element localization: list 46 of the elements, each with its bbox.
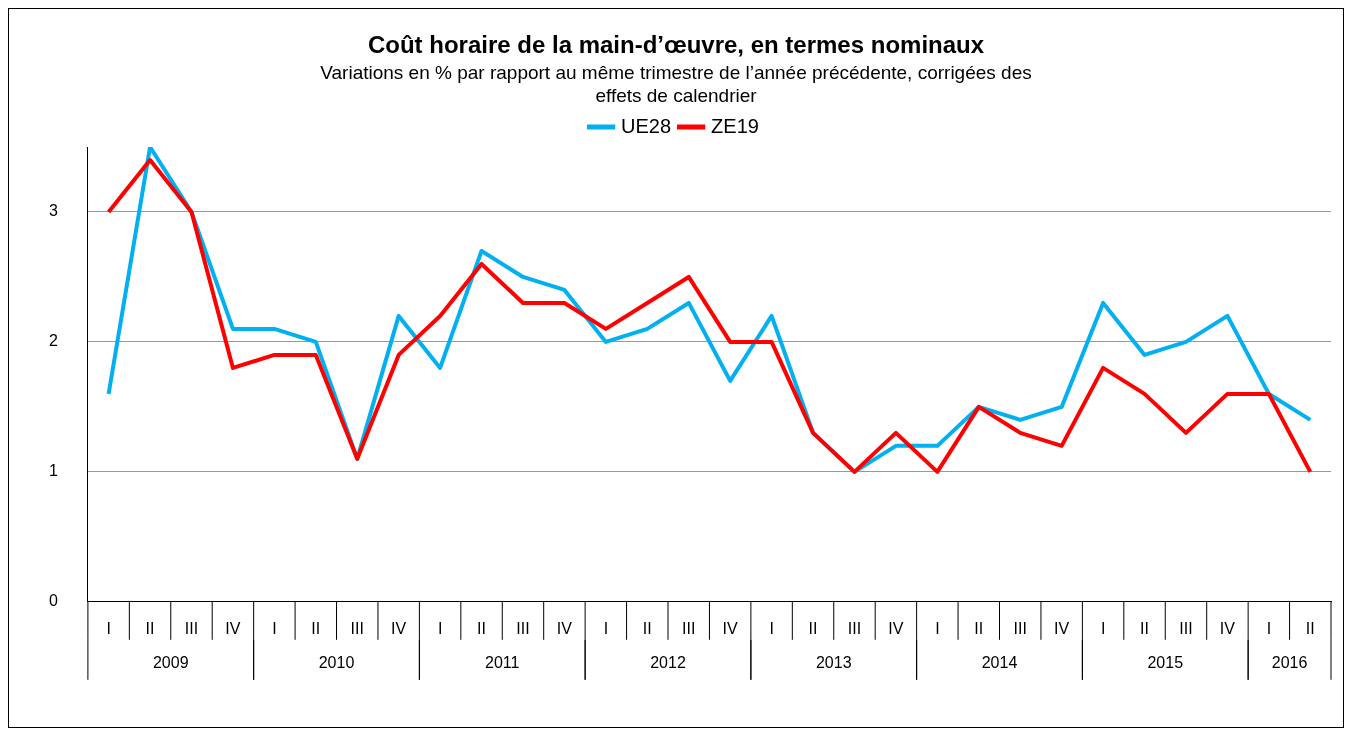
text: 2010 bbox=[318, 654, 355, 672]
x-tick-label: III bbox=[184, 619, 199, 637]
chart-subtitle: Variations en % par rapport au même trimestre de l’année précédente, corrigées des effets de calendrier bbox=[319, 61, 1033, 107]
x-tick-label: II bbox=[1140, 619, 1149, 637]
text: 2013 bbox=[815, 654, 852, 672]
x-tick-label: II bbox=[145, 619, 155, 637]
text: 2014 bbox=[981, 654, 1018, 672]
y-tick-label: 2 bbox=[48, 332, 58, 350]
x-tick-label: I bbox=[603, 619, 609, 637]
x-tick-label: IV bbox=[391, 619, 407, 637]
x-tick-label: III bbox=[350, 619, 364, 637]
text: 2015 bbox=[1147, 654, 1184, 672]
text: 2012 bbox=[650, 654, 686, 672]
x-tick-label: IV bbox=[1054, 619, 1070, 637]
x-tick-label: I bbox=[437, 619, 443, 637]
x-tick-label: II bbox=[477, 619, 486, 637]
y-tick-label: 3 bbox=[48, 202, 58, 220]
x-tick-label: IV bbox=[556, 619, 573, 637]
x-tick-label: IV bbox=[225, 619, 241, 637]
y-tick-label: 1 bbox=[48, 462, 58, 480]
text: 2011 bbox=[485, 654, 520, 672]
text: 2009 bbox=[152, 654, 189, 672]
x-tick-label: II bbox=[808, 619, 818, 637]
y-tick-label: 0 bbox=[48, 592, 58, 610]
x-tick-label: IV bbox=[888, 619, 904, 637]
x-tick-label: I bbox=[272, 619, 277, 637]
x-tick-label: II bbox=[1305, 619, 1315, 637]
x-tick-label: IV bbox=[722, 619, 739, 637]
x-tick-label: III bbox=[847, 619, 862, 637]
x-tick-label: I bbox=[935, 619, 940, 637]
x-tick-label: II bbox=[642, 619, 652, 637]
x-tick-label: II bbox=[311, 619, 321, 637]
x-tick-label: IV bbox=[1219, 619, 1236, 637]
x-tick-label: III bbox=[1013, 619, 1027, 637]
x-tick-label: III bbox=[516, 619, 530, 637]
legend-label: UE28 bbox=[621, 114, 672, 137]
x-tick-label: I bbox=[1266, 619, 1272, 637]
legend-label: ZE19 bbox=[711, 114, 759, 137]
x-tick-label: III bbox=[682, 619, 696, 637]
chart-title: Coût horaire de la main-d’œuvre, en termes nominaux bbox=[366, 31, 986, 59]
x-tick-label: I bbox=[769, 619, 774, 637]
text: 2016 bbox=[1271, 654, 1308, 672]
x-tick-label: I bbox=[106, 619, 111, 637]
x-tick-label: I bbox=[1100, 619, 1106, 637]
x-tick-label: III bbox=[1179, 619, 1193, 637]
x-tick-label: II bbox=[974, 619, 984, 637]
